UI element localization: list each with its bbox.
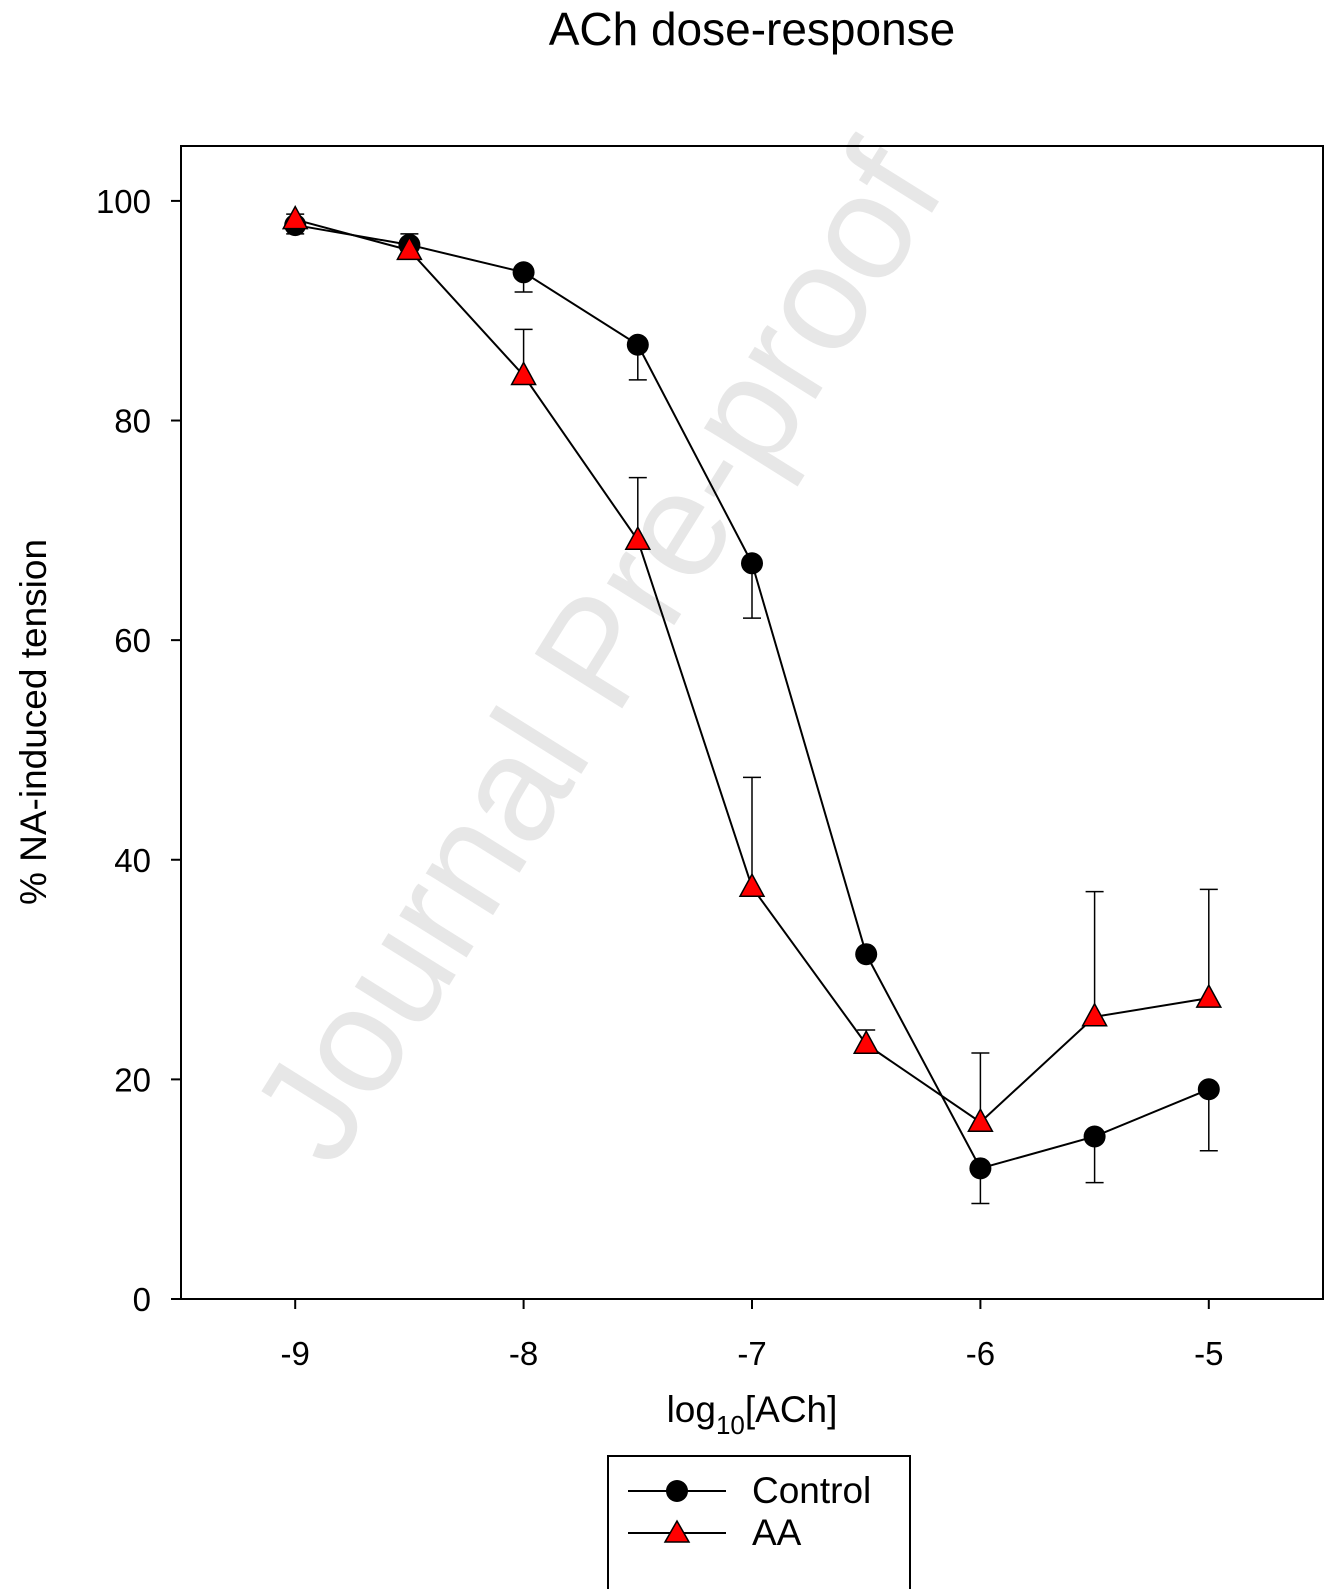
legend: Control AA: [607, 1455, 911, 1589]
legend-box: [607, 1455, 911, 1589]
data-point-control: [626, 333, 649, 356]
series-layer: [281, 205, 1223, 1205]
y-tick-label: 60: [114, 622, 151, 659]
data-point-control: [741, 552, 763, 575]
x-tick-label: -6: [966, 1335, 995, 1372]
data-point-control: [969, 1157, 992, 1180]
x-tick-label: -5: [1194, 1335, 1223, 1372]
data-point-aa: [1081, 1002, 1108, 1027]
chart-title: ACh dose-response: [549, 3, 956, 55]
y-tick-label: 0: [133, 1281, 151, 1318]
data-point-aa: [510, 360, 537, 386]
x-axis-ticks: -9 -8 -7 -6 -5: [281, 1299, 1223, 1372]
legend-control-marker: [666, 1480, 688, 1502]
x-axis-title-tail: [ACh]: [745, 1389, 838, 1430]
y-axis-title: % NA-induced tension: [13, 539, 54, 905]
y-tick-label: 80: [114, 403, 151, 440]
data-point-control: [512, 261, 535, 284]
x-tick-label: -9: [281, 1335, 310, 1372]
y-tick-label: 20: [114, 1061, 151, 1098]
legend-aa-marker: [663, 1519, 691, 1543]
data-point-aa: [396, 235, 423, 261]
y-tick-label: 100: [96, 183, 151, 220]
data-point-control: [1197, 1078, 1220, 1101]
x-axis-title-subscript: 10: [716, 1410, 745, 1440]
legend-aa-label: AA: [752, 1512, 802, 1553]
x-tick-label: -8: [509, 1335, 538, 1372]
x-tick-label: -7: [737, 1335, 766, 1372]
y-axis-ticks: 0 20 40 60 80 100: [96, 183, 181, 1318]
data-point-control: [1083, 1125, 1106, 1148]
x-axis-title: log10[ACh]: [667, 1389, 838, 1440]
data-point-aa: [281, 205, 309, 230]
series-aa-points: [281, 205, 1223, 1132]
data-point-aa: [852, 1029, 880, 1054]
x-axis-title-main: log: [667, 1389, 716, 1430]
watermark-text: Journal Pre-proof: [218, 116, 975, 1188]
data-point-aa: [624, 525, 652, 550]
data-point-aa: [738, 872, 766, 897]
data-point-aa: [1195, 983, 1223, 1008]
y-tick-label: 40: [114, 842, 151, 879]
legend-control-label: Control: [752, 1470, 871, 1511]
data-point-control: [855, 943, 878, 966]
data-point-aa: [967, 1107, 994, 1132]
